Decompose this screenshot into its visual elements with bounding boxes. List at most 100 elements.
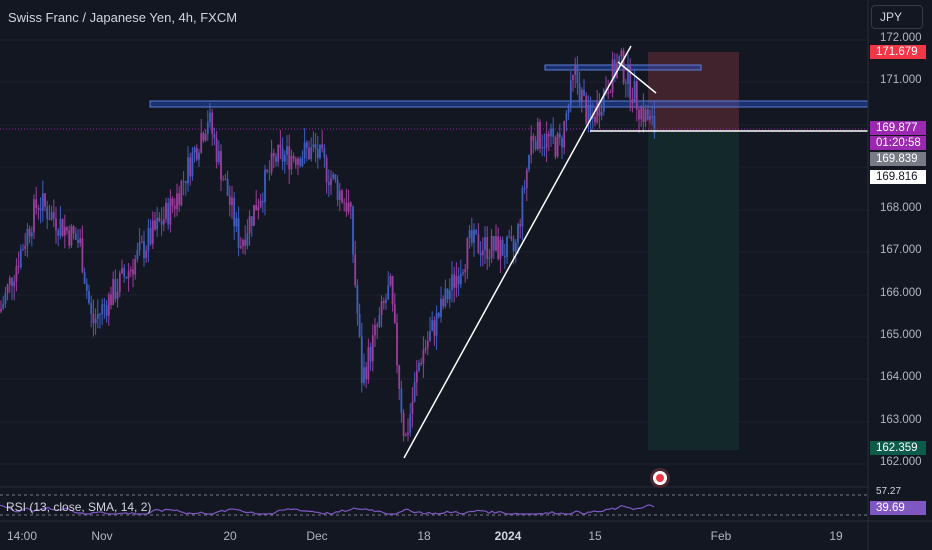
ascending-trendline[interactable]	[403, 45, 632, 459]
candle-body	[651, 115, 654, 117]
short-position-risk-zone[interactable]	[648, 52, 739, 131]
candle-body	[620, 50, 623, 57]
candle-body	[281, 147, 284, 162]
candle-body	[235, 218, 238, 227]
candle-body	[211, 112, 214, 135]
candle-body	[74, 233, 77, 240]
candle-body	[8, 277, 11, 285]
candle-body	[283, 154, 286, 162]
candle-body	[444, 288, 447, 307]
candle-body	[602, 89, 605, 112]
candle-body	[558, 133, 561, 138]
candle-body	[448, 290, 451, 300]
candle-body	[39, 208, 42, 211]
candle-body	[312, 144, 315, 147]
candle-body	[642, 107, 645, 123]
candle-body	[299, 158, 302, 167]
candle-body	[451, 274, 453, 291]
candle-body	[376, 325, 379, 327]
candle-body	[338, 190, 341, 200]
candle-body	[259, 200, 262, 208]
candle-body	[578, 83, 581, 102]
candle-body	[50, 212, 53, 220]
rsi-value-tag: 39.69	[870, 501, 926, 515]
candle-body	[349, 202, 352, 207]
currency-button[interactable]: JPY	[871, 5, 923, 29]
time-tick: Dec	[306, 529, 328, 543]
candle-body	[61, 218, 64, 236]
candle-body	[44, 193, 46, 207]
candle-body	[424, 347, 427, 350]
target-price-tag: 171.679	[870, 45, 926, 59]
candle-body	[396, 322, 398, 366]
candle-body	[294, 158, 297, 165]
candle-body	[580, 89, 583, 102]
candle-body	[391, 276, 394, 305]
candle-body	[233, 197, 236, 227]
candle-body	[11, 277, 13, 287]
candle-body	[140, 241, 143, 243]
candle-body	[301, 158, 304, 167]
candle-body	[457, 275, 460, 285]
alert-icon[interactable]	[650, 468, 670, 488]
rsi-indicator-label[interactable]: RSI (13, close, SMA, 14, 2)	[6, 500, 152, 514]
candle-body	[275, 156, 277, 162]
candle-body	[415, 370, 418, 383]
candle-body	[477, 234, 480, 253]
candle-body	[200, 132, 203, 153]
candle-body	[321, 144, 324, 149]
candle-body	[486, 237, 489, 259]
candle-body	[330, 178, 332, 185]
candle-body	[187, 157, 189, 184]
candle-body	[305, 142, 308, 149]
candle-body	[195, 147, 198, 160]
candle-body	[92, 313, 95, 324]
candle-body	[611, 59, 614, 93]
price-tick: 165.000	[880, 329, 922, 341]
candle-body	[613, 59, 616, 78]
resistance-zone-main[interactable]	[149, 100, 869, 108]
candle-body	[239, 246, 242, 248]
candle-body	[530, 136, 533, 155]
candle-body	[22, 249, 24, 251]
candle-body	[609, 92, 612, 94]
candle-body	[246, 233, 249, 246]
candle-body	[99, 314, 101, 316]
candle-body	[385, 299, 387, 303]
candle-body	[561, 137, 563, 148]
candle-body	[85, 283, 88, 291]
short-position-reward-zone[interactable]	[648, 131, 739, 450]
candle-body	[204, 133, 207, 141]
candle-body	[121, 268, 123, 274]
candle-body	[532, 136, 535, 141]
candle-body	[268, 171, 271, 173]
candle-body	[519, 224, 522, 227]
candle-body	[398, 365, 401, 389]
candle-body	[169, 198, 172, 225]
candle-body	[490, 236, 493, 258]
candle-body	[411, 401, 414, 415]
candle-body	[226, 178, 229, 196]
candle-body	[492, 236, 495, 251]
candle-body	[59, 218, 62, 236]
candle-body	[400, 388, 403, 413]
pullback-trendline[interactable]	[617, 61, 657, 94]
candle-body	[297, 158, 299, 165]
candle-body	[114, 279, 117, 299]
candle-body	[497, 236, 500, 260]
candle-body	[523, 187, 526, 189]
time-tick: 19	[829, 529, 843, 543]
candle-body	[37, 208, 40, 210]
candle-body	[627, 65, 629, 84]
candle-body	[365, 367, 368, 380]
candle-body	[644, 109, 647, 123]
candle-body	[162, 219, 165, 225]
candle-body	[136, 250, 139, 260]
candle-body	[63, 227, 66, 236]
candle-body	[28, 228, 31, 237]
candle-body	[96, 314, 99, 319]
price-tick: 166.000	[880, 287, 922, 299]
candle-body	[545, 133, 548, 148]
rsi-line	[0, 504, 655, 515]
